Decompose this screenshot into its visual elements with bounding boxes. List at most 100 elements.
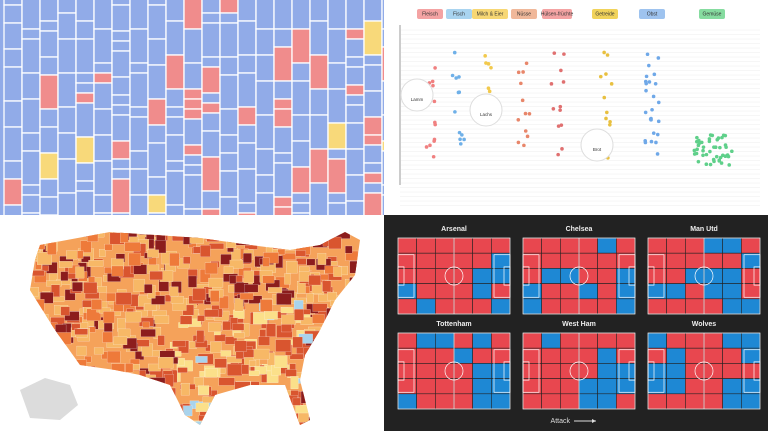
zone bbox=[685, 378, 705, 395]
cell bbox=[381, 80, 384, 116]
county bbox=[254, 366, 267, 375]
zone bbox=[597, 347, 617, 364]
cell bbox=[219, 134, 239, 154]
cell bbox=[39, 20, 59, 32]
cell bbox=[291, 62, 311, 82]
food-dot bbox=[604, 72, 608, 76]
county bbox=[155, 240, 167, 254]
cell bbox=[273, 28, 293, 48]
county bbox=[169, 252, 180, 267]
zone bbox=[472, 237, 492, 254]
category-pill bbox=[472, 9, 508, 19]
county bbox=[306, 258, 316, 266]
cell bbox=[183, 28, 203, 64]
county bbox=[200, 245, 211, 257]
county bbox=[192, 288, 206, 301]
zone bbox=[560, 237, 580, 254]
county bbox=[227, 363, 243, 376]
zone bbox=[666, 378, 686, 395]
cell bbox=[345, 66, 365, 86]
county bbox=[195, 356, 208, 363]
county bbox=[312, 314, 325, 324]
cell bbox=[327, 192, 347, 204]
callout-label: Lachs bbox=[480, 112, 493, 117]
cell bbox=[201, 0, 221, 14]
county bbox=[266, 323, 276, 337]
food-dot bbox=[602, 50, 606, 55]
food-dot bbox=[692, 152, 697, 156]
category-label: Milch & Eier bbox=[477, 11, 504, 17]
cell bbox=[111, 40, 131, 52]
county bbox=[140, 329, 156, 337]
county bbox=[111, 265, 124, 277]
category-pill bbox=[699, 9, 725, 19]
cell bbox=[21, 132, 41, 152]
six-yard-box bbox=[397, 361, 405, 381]
cell bbox=[345, 84, 365, 96]
zone bbox=[578, 347, 598, 364]
food-dot bbox=[559, 123, 564, 127]
zone bbox=[722, 283, 742, 300]
zone bbox=[703, 378, 723, 395]
cell bbox=[201, 156, 221, 192]
zone bbox=[597, 393, 617, 410]
county bbox=[262, 275, 275, 284]
county bbox=[31, 270, 45, 277]
zone bbox=[560, 283, 580, 300]
cell bbox=[183, 174, 203, 210]
food-dot bbox=[556, 124, 561, 128]
cell bbox=[183, 154, 203, 166]
county bbox=[60, 306, 70, 316]
county bbox=[258, 336, 270, 346]
county bbox=[64, 311, 80, 321]
callout-label: Brot bbox=[593, 147, 602, 152]
cell bbox=[273, 80, 293, 100]
cell bbox=[345, 122, 365, 150]
county bbox=[30, 287, 39, 297]
food-dot bbox=[656, 100, 661, 105]
cell bbox=[165, 20, 185, 56]
cell bbox=[129, 116, 149, 152]
food-dot bbox=[522, 143, 526, 148]
food-dot bbox=[561, 80, 566, 84]
food-dot bbox=[525, 134, 530, 139]
food-dot bbox=[724, 145, 728, 150]
food-dot bbox=[708, 162, 713, 167]
zone bbox=[741, 393, 761, 410]
cell bbox=[21, 212, 41, 215]
cell bbox=[201, 190, 221, 210]
county bbox=[83, 282, 98, 294]
cell bbox=[111, 114, 131, 142]
cell bbox=[381, 114, 384, 142]
cell bbox=[237, 0, 257, 22]
zone bbox=[597, 298, 617, 315]
zone bbox=[597, 363, 617, 379]
county bbox=[93, 347, 104, 355]
zone bbox=[541, 237, 561, 254]
zone bbox=[453, 347, 473, 364]
cell bbox=[381, 140, 384, 152]
centre-circle bbox=[569, 266, 589, 286]
food-dot bbox=[704, 162, 709, 166]
food-dot bbox=[701, 153, 705, 158]
cell bbox=[309, 148, 329, 184]
zone bbox=[666, 237, 686, 254]
category-pill bbox=[417, 9, 443, 19]
food-dot bbox=[701, 145, 706, 149]
food-dot bbox=[430, 79, 435, 84]
county bbox=[157, 335, 165, 346]
county bbox=[133, 264, 147, 275]
zone bbox=[541, 378, 561, 395]
cell bbox=[327, 148, 347, 160]
zone bbox=[647, 298, 667, 315]
cell bbox=[273, 46, 293, 82]
cell bbox=[183, 164, 203, 176]
zone bbox=[703, 252, 723, 269]
cell bbox=[291, 202, 311, 214]
county bbox=[286, 261, 298, 274]
county bbox=[149, 271, 163, 281]
food-dot bbox=[516, 70, 521, 75]
county bbox=[264, 311, 278, 320]
zone bbox=[578, 252, 598, 269]
zone bbox=[597, 283, 617, 300]
